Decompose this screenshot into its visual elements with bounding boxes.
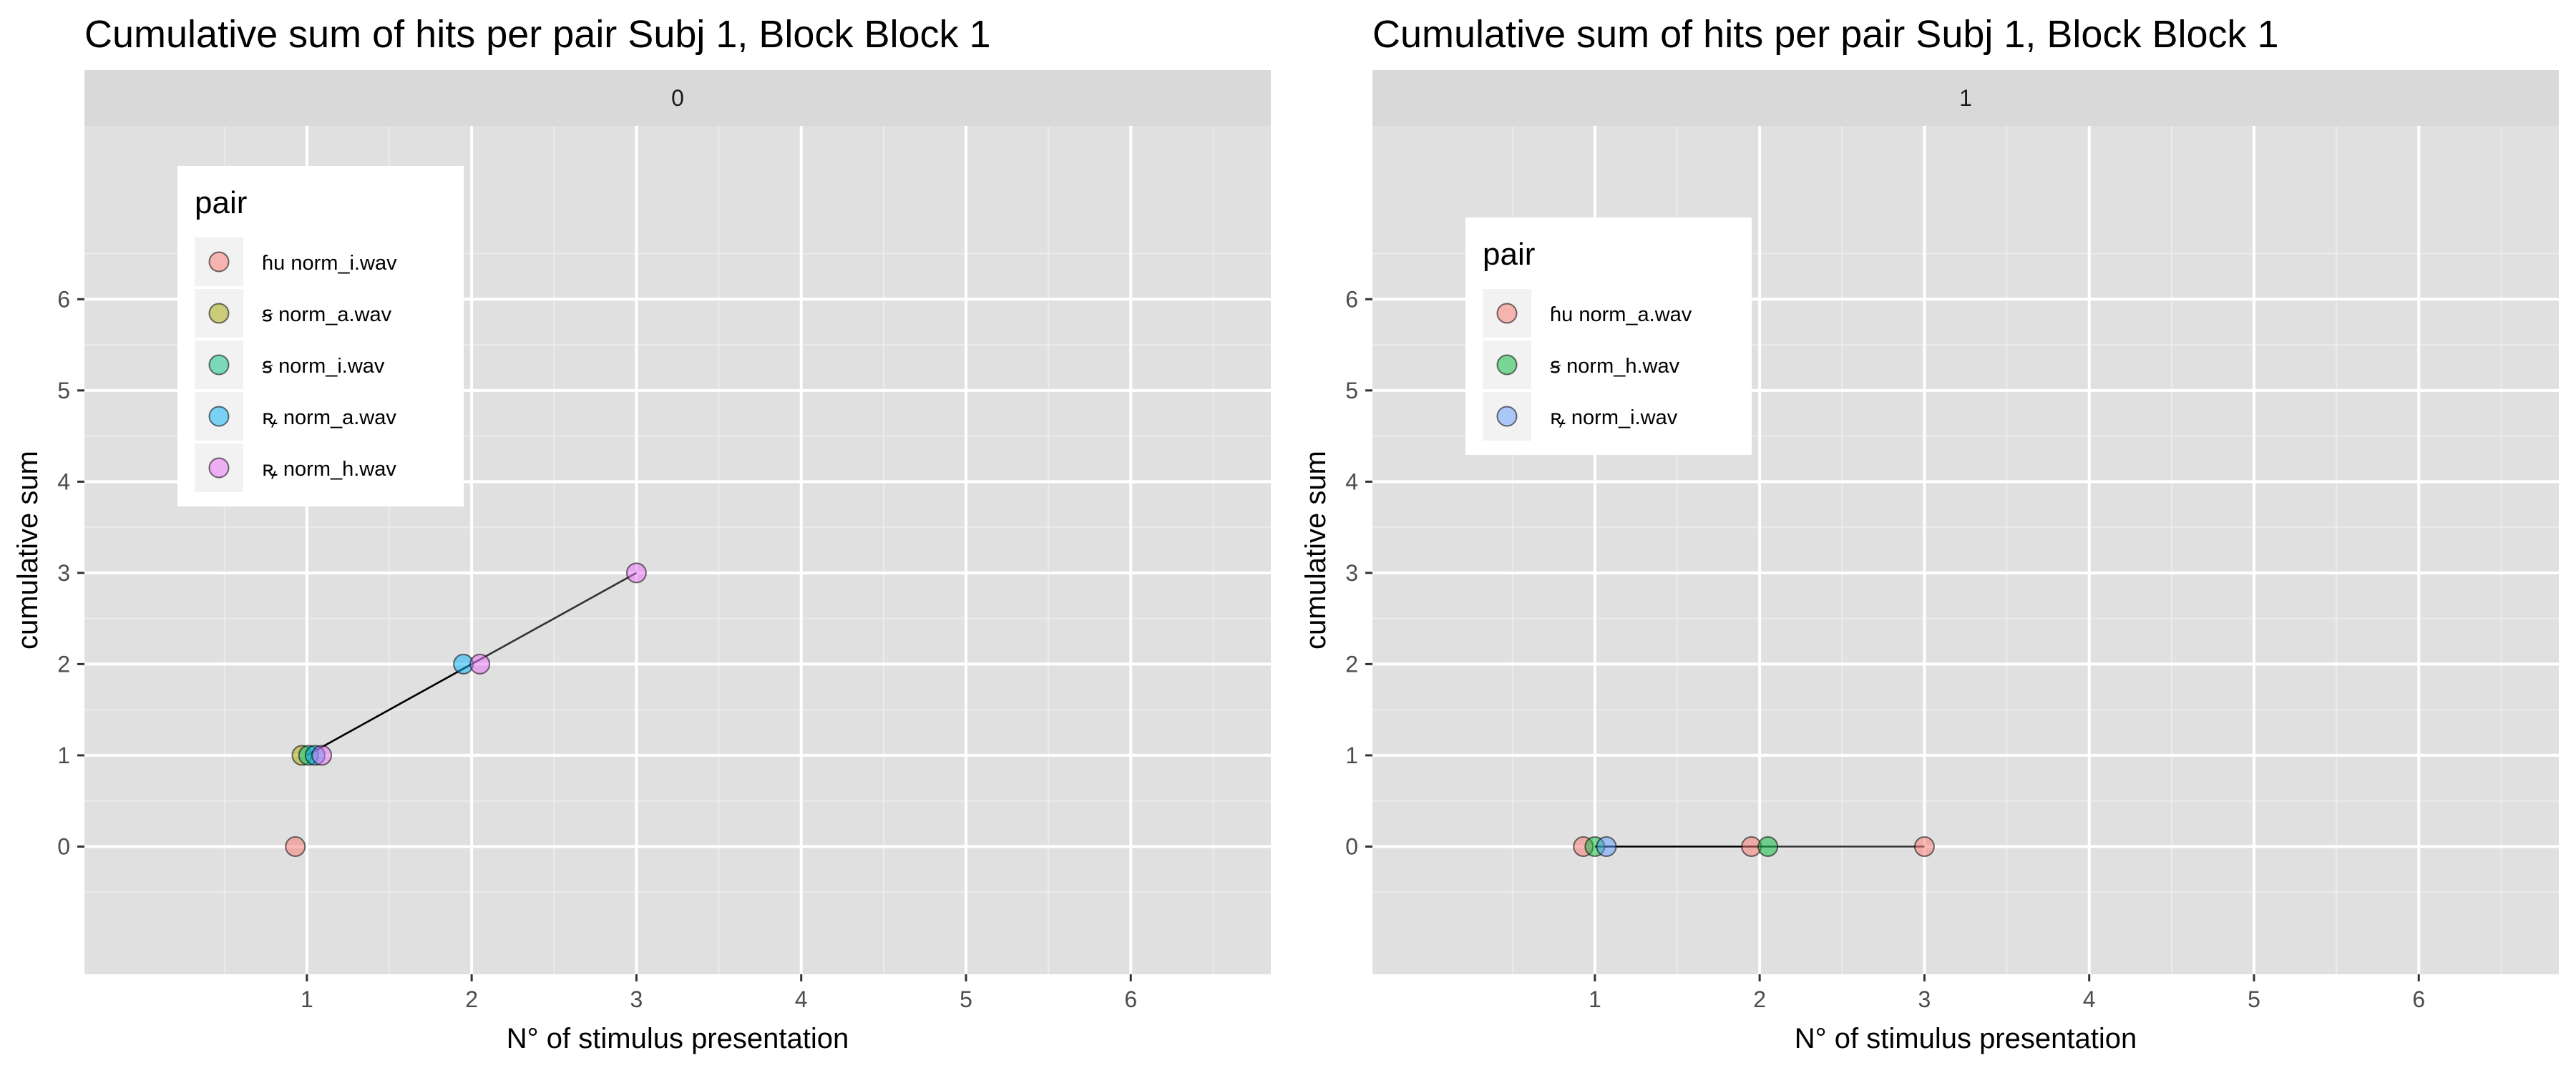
- data-point: [1757, 836, 1779, 857]
- chart-title: Cumulative sum of hits per pair Subj 1, …: [84, 13, 991, 56]
- y-tick-label: 2: [1345, 651, 1358, 677]
- data-point: [285, 836, 306, 857]
- data-point: [1913, 836, 1935, 857]
- y-tick-label: 0: [57, 833, 70, 859]
- chart-panel-0: Cumulative sum of hits per pair Subj 1, …: [12, 13, 1271, 1054]
- x-tick-label: 5: [2248, 986, 2260, 1012]
- y-tick-label: 5: [1345, 378, 1358, 403]
- data-point: [1596, 836, 1617, 857]
- y-axis-label: cumulative sum: [1300, 451, 1332, 650]
- y-axis-label: cumulative sum: [12, 451, 44, 650]
- y-tick-label: 6: [57, 286, 70, 312]
- x-tick-label: 2: [465, 986, 478, 1012]
- x-axis-label: N° of stimulus presentation: [1795, 1023, 2137, 1054]
- legend-entry: ꞩ norm_a.wav: [262, 303, 392, 326]
- x-tick-label: 3: [630, 986, 643, 1012]
- legend-marker: [208, 251, 230, 273]
- y-tick-label: 1: [1345, 743, 1358, 768]
- legend-marker: [1496, 354, 1518, 376]
- y-tick-label: 3: [57, 560, 70, 586]
- x-axis-label: N° of stimulus presentation: [507, 1023, 849, 1054]
- legend-entry: ꞩ norm_i.wav: [262, 355, 385, 378]
- y-tick-label: 5: [57, 378, 70, 403]
- legend-marker: [1496, 406, 1518, 427]
- legend-marker: [208, 354, 230, 376]
- x-tick-label: 6: [2412, 986, 2425, 1012]
- legend-title: pair: [1483, 237, 1535, 272]
- y-tick-label: 2: [57, 651, 70, 677]
- series-line: [306, 663, 472, 757]
- legend-entry: ꝶ norm_i.wav: [1550, 406, 1678, 429]
- legend-marker: [208, 303, 230, 324]
- series-line: [471, 572, 638, 665]
- legend-entry: ꞩ norm_h.wav: [1550, 355, 1680, 378]
- x-tick-label: 3: [1918, 986, 1931, 1012]
- facet-strip: [84, 70, 1271, 126]
- y-tick-label: 3: [1345, 560, 1358, 586]
- chart-title: Cumulative sum of hits per pair Subj 1, …: [1372, 13, 2279, 56]
- data-point: [469, 653, 491, 675]
- legend-entry: ꝶ norm_h.wav: [262, 458, 396, 481]
- y-tick-label: 4: [57, 469, 70, 494]
- facet-strip: [1372, 70, 2559, 126]
- legend-entry: ɦu norm_i.wav: [262, 252, 397, 275]
- legend-marker: [208, 406, 230, 427]
- x-tick-label: 4: [2083, 986, 2096, 1012]
- x-tick-label: 6: [1124, 986, 1137, 1012]
- x-tick-label: 4: [795, 986, 808, 1012]
- y-tick-label: 1: [57, 743, 70, 768]
- legend-marker: [1496, 303, 1518, 324]
- legend-entry: ꝶ norm_a.wav: [262, 406, 396, 429]
- data-point: [625, 562, 647, 584]
- legend-entry: ɦu norm_a.wav: [1550, 303, 1692, 326]
- facet-label: 1: [1959, 85, 1972, 111]
- y-tick-label: 4: [1345, 469, 1358, 494]
- legend-marker: [208, 457, 230, 479]
- chart-panel-1: Cumulative sum of hits per pair Subj 1, …: [1300, 13, 2559, 1054]
- facet-label: 0: [671, 85, 684, 111]
- x-tick-label: 5: [960, 986, 972, 1012]
- y-tick-label: 0: [1345, 833, 1358, 859]
- y-tick-label: 6: [1345, 286, 1358, 312]
- legend-title: pair: [195, 185, 247, 220]
- data-point: [311, 745, 333, 766]
- x-tick-label: 2: [1753, 986, 1766, 1012]
- x-tick-label: 1: [301, 986, 313, 1012]
- x-tick-label: 1: [1589, 986, 1601, 1012]
